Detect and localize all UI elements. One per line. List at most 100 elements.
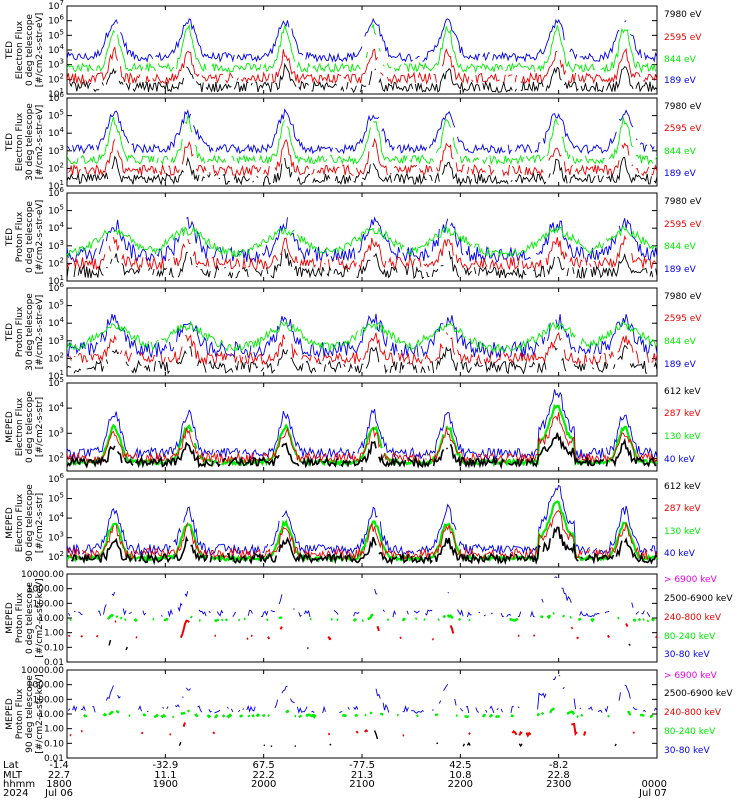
- y-tick-label: 103: [48, 58, 64, 71]
- legend-entry: 30-80 keV: [664, 650, 710, 660]
- y-axis-label-line: 0 deg telescope: [25, 14, 35, 86]
- y-tick-label: 102: [48, 550, 64, 563]
- x-tick-label-hhmm: 2200: [448, 779, 473, 790]
- y-tick-label: 106: [48, 14, 64, 27]
- y-axis-label-line: [#/cm2-s-str-eV]: [35, 200, 45, 275]
- y-axis-label-line: Proton Flux: [15, 688, 25, 739]
- x-row-label: 2024: [3, 788, 28, 799]
- legend-entry: 7980 eV: [664, 197, 702, 207]
- y-tick-label: 10.00: [38, 710, 64, 720]
- legend-entry: 30-80 keV: [664, 746, 710, 756]
- y-axis-label-line: MEPED: [5, 698, 15, 730]
- y-axis-label-line: MEPED: [5, 507, 15, 539]
- series-traces: [67, 484, 657, 566]
- y-axis-label-line: 0 deg telescope: [25, 201, 35, 273]
- y-axis-label-line: [#/cm2-s-str]: [35, 397, 45, 457]
- legend-entry: 287 keV: [664, 504, 701, 514]
- y-tick-label: 1.00: [44, 629, 64, 639]
- y-tick-label: 103: [48, 334, 64, 347]
- x-tick-label-mlt: 11.1: [154, 770, 176, 781]
- series-traces: [68, 577, 657, 655]
- y-axis-label: MEPED Proton Flux 90 deg telescope [#/cm2-s…: [5, 674, 45, 753]
- y-tick-label: 102: [48, 351, 64, 364]
- y-tick-label: 102: [48, 72, 64, 85]
- legend-entry: 612 keV: [664, 482, 701, 492]
- legend-entry: 130 keV: [664, 527, 701, 537]
- legend-entry: 844 eV: [664, 242, 697, 252]
- y-axis-label: TED Electron Flux 0 deg telescope [#/cm2-s-…: [5, 13, 45, 88]
- y-axis-label-line: Proton Flux: [15, 306, 25, 357]
- x-tick-label-lat: -32.9: [152, 760, 178, 771]
- series-traces: [67, 110, 657, 186]
- y-tick-label: 105: [48, 299, 64, 312]
- legend-entry: 844 eV: [664, 55, 697, 65]
- y-axis-label-line: 30 deg telescope: [25, 103, 35, 181]
- y-axis-label-line: Electron Flux: [15, 493, 25, 552]
- y-tick-label: 103: [48, 144, 64, 157]
- legend-entry: 844 eV: [664, 147, 697, 157]
- x-tick-label-mlt: 10.8: [449, 770, 471, 781]
- y-axis-label: MEPED Proton Flux 0 deg telescope [#/cm2-s-…: [5, 578, 45, 657]
- y-axis-label-line: Proton Flux: [15, 592, 25, 643]
- y-tick-label: 105: [48, 204, 64, 217]
- legend-entry: > 6900 keV: [664, 575, 718, 585]
- y-tick-label: 1000.00: [27, 585, 64, 595]
- y-axis-label: MEPED Electron Flux 90 deg telescope [#/cm2…: [5, 484, 45, 562]
- y-axis-label-line: Electron Flux: [15, 112, 25, 171]
- y-axis-label-line: MEPED: [5, 602, 15, 634]
- legend-entry: 189 eV: [664, 169, 697, 179]
- y-axis-label-line: 0 deg telescope: [25, 391, 35, 463]
- legend-entry: 2595 eV: [664, 33, 702, 43]
- x-tick-label-mlt: 22.7: [48, 770, 70, 781]
- y-tick-label: 104: [48, 316, 64, 329]
- x-tick-label-hhmm: 2000: [251, 779, 276, 790]
- y-axis-label-line: 30 deg telescope: [25, 293, 35, 371]
- x-row-label: MLT: [3, 770, 23, 781]
- series-traces: [67, 216, 657, 280]
- y-axis-label-line: [#/cm2-s-str-eV]: [35, 13, 45, 88]
- series-traces: [67, 389, 657, 470]
- legend-entry: 189 eV: [664, 76, 697, 86]
- y-axis-label-line: [#/cm2-s-str]: [35, 493, 45, 553]
- y-tick-label: 106: [48, 472, 64, 485]
- y-tick-label: 103: [48, 239, 64, 252]
- legend-entry: 189 eV: [664, 265, 697, 275]
- x-tick-label-hhmm: 0000: [642, 779, 667, 790]
- y-tick-label: 104: [48, 126, 64, 139]
- y-tick-label: 10000.00: [21, 666, 64, 676]
- y-axis-label-line: [#/cm2-s-str-eV]: [35, 105, 45, 180]
- legend-entry: 40 keV: [664, 549, 696, 559]
- y-tick-label: 104: [48, 43, 64, 56]
- y-axis-label-line: MEPED: [5, 411, 15, 443]
- x-tick-label-lat: -77.5: [349, 760, 375, 771]
- legend-entry: 7980 eV: [664, 10, 702, 20]
- series-traces: [67, 313, 657, 375]
- y-tick-label: 0.10: [44, 739, 64, 749]
- y-tick-label: 105: [48, 28, 64, 41]
- y-tick-label: 102: [48, 161, 64, 174]
- y-axis-label: TED Proton Flux 0 deg telescope [#/cm2-s-st…: [5, 200, 45, 275]
- y-tick-label: 10000.00: [21, 570, 64, 580]
- legend-entry: 844 eV: [664, 337, 697, 347]
- y-axis-label-line: [#/cm2-s-str-eV]: [35, 295, 45, 370]
- x-tick-label-lat: 42.5: [449, 760, 471, 771]
- legend-entry: > 6900 keV: [664, 671, 718, 681]
- plot-frame: [66, 573, 658, 663]
- x-tick-label-lat: -8.2: [549, 760, 569, 771]
- y-axis-label: TED Proton Flux 30 deg telescope [#/cm2-s-s…: [5, 293, 45, 371]
- legend-entry: 612 keV: [664, 387, 701, 397]
- y-tick-label: 102: [48, 451, 64, 464]
- x-tick-label-mlt: 21.3: [351, 770, 373, 781]
- y-axis-label-line: TED: [5, 323, 15, 342]
- y-axis-label-line: Proton Flux: [15, 211, 25, 262]
- y-axis-label-line: 90 deg telescope: [25, 675, 35, 753]
- panel-8: 0.010.101.0010.00100.001000.0010000.00ME…: [5, 666, 733, 764]
- y-tick-label: 10.00: [38, 614, 64, 624]
- x-row-label: hhmm: [3, 779, 35, 790]
- series-traces: [67, 17, 657, 94]
- y-axis-label-line: 90 deg telescope: [25, 484, 35, 562]
